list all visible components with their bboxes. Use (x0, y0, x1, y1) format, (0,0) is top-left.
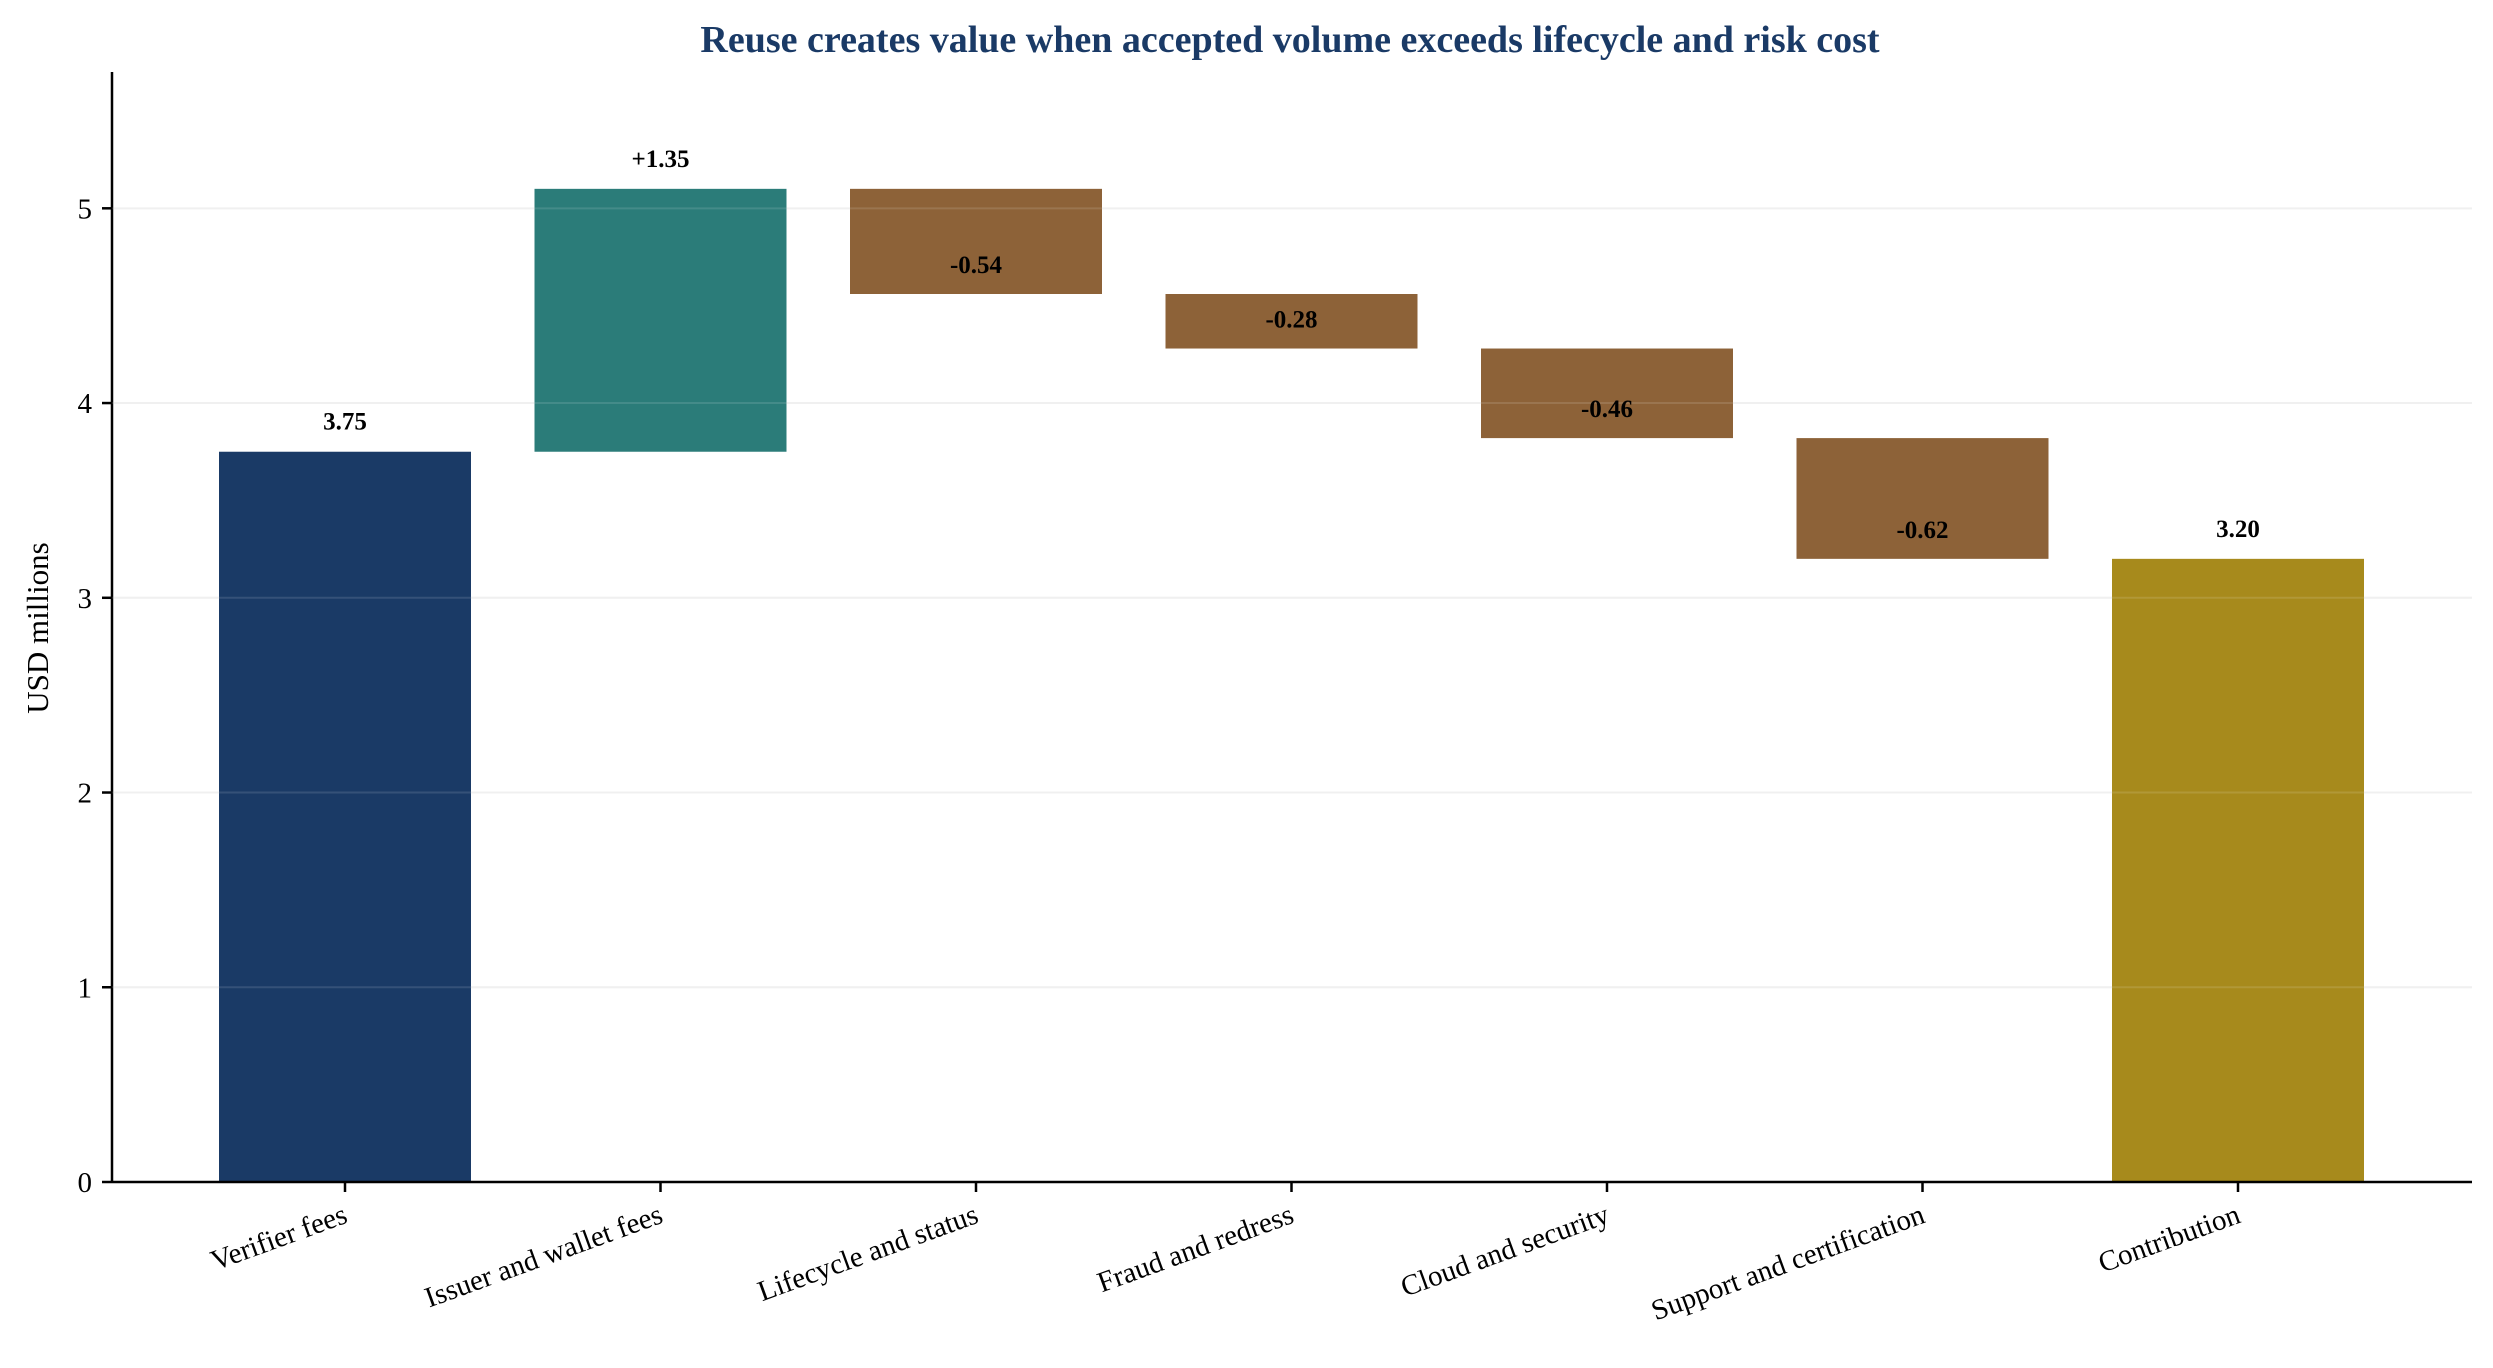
gridlines (112, 207, 2472, 989)
data-label: 3.75 (323, 409, 367, 436)
data-label: -0.62 (1896, 517, 1948, 544)
data-label: 3.20 (2216, 516, 2260, 543)
x-tick-label: Lifecycle and status (754, 1199, 983, 1308)
bar-issuer-and-wallet-fees (534, 188, 787, 452)
y-tick-label: 2 (78, 778, 93, 810)
x-tick-label: Cloud and security (1397, 1198, 1614, 1303)
y-tick-label: 1 (78, 972, 93, 1004)
bar-lifecycle-and-status (850, 188, 1102, 294)
y-tick-label: 0 (78, 1167, 93, 1199)
x-tick-label: Issuer and wallet fees (421, 1199, 667, 1315)
bars (219, 188, 2364, 1183)
x-tick-label: Contribution (2094, 1198, 2245, 1279)
chart-title: Reuse creates value when accepted volume… (700, 19, 1879, 61)
y-tick-label: 4 (78, 388, 93, 420)
bar-verifier-fees (219, 451, 471, 1183)
bar-cloud-and-security (1481, 348, 1733, 439)
data-label: -0.46 (1581, 396, 1633, 423)
y-axis-label: USD millions (20, 542, 55, 713)
y-tick-label: 5 (78, 193, 93, 225)
data-label: +1.35 (632, 146, 690, 173)
data-label: -0.28 (1265, 307, 1317, 334)
y-tick-label: 3 (78, 583, 93, 615)
bar-fraud-and-redress (1165, 294, 1418, 349)
bar-support-and-certification (1796, 438, 2049, 559)
x-tick-label: Support and certification (1647, 1198, 1929, 1327)
bar-contribution (2112, 558, 2364, 1182)
data-label: -0.54 (950, 252, 1003, 279)
data-labels: 3.75 +1.35 -0.54 -0.28 -0.46 -0.62 3.20 (323, 146, 2260, 544)
x-tick-label: Fraud and redress (1093, 1199, 1298, 1300)
x-tick-label: Verifier fees (207, 1199, 352, 1278)
